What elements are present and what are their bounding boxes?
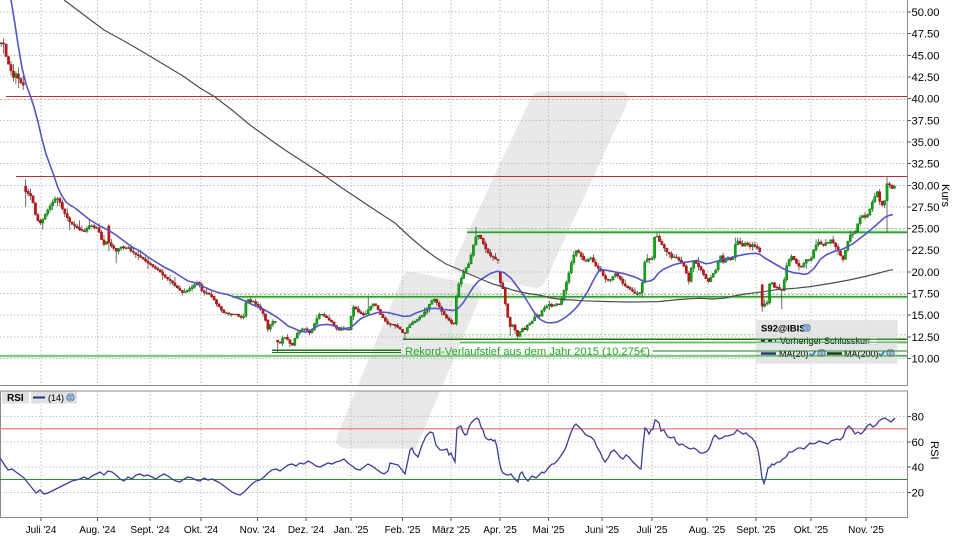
svg-text:20.00: 20.00	[912, 267, 940, 279]
svg-text:MA(200): MA(200)	[844, 349, 879, 359]
svg-text:Okt. '25: Okt. '25	[794, 525, 829, 536]
svg-text:Jan. '25: Jan. '25	[334, 525, 369, 536]
svg-text:Juni '25: Juni '25	[585, 525, 620, 536]
svg-text:42.50: 42.50	[912, 72, 940, 84]
svg-text:47.50: 47.50	[912, 29, 940, 41]
svg-text:Nov. '24: Nov. '24	[240, 525, 276, 536]
svg-text:Nov. '25: Nov. '25	[848, 525, 884, 536]
svg-text:15.00: 15.00	[912, 310, 940, 322]
svg-text:50.00: 50.00	[912, 7, 940, 19]
svg-text:Mai '25: Mai '25	[533, 525, 565, 536]
svg-text:(14): (14)	[48, 393, 64, 403]
svg-text:25.00: 25.00	[912, 224, 940, 236]
svg-text:Sept. '24: Sept. '24	[130, 525, 170, 536]
svg-text:Aug. '24: Aug. '24	[79, 525, 116, 536]
svg-text:30.00: 30.00	[912, 180, 940, 192]
svg-text:Vorheriger Schlusskurs: Vorheriger Schlusskurs	[780, 336, 873, 346]
svg-text:27.50: 27.50	[912, 202, 940, 214]
svg-text:Feb. '25: Feb. '25	[385, 525, 421, 536]
svg-text:Aug. '25: Aug. '25	[689, 525, 726, 536]
svg-text:20: 20	[912, 488, 924, 500]
svg-text:12.50: 12.50	[912, 332, 940, 344]
svg-text:RSI: RSI	[7, 393, 24, 404]
svg-text:40: 40	[912, 462, 924, 474]
svg-text:Juli '25: Juli '25	[637, 525, 668, 536]
svg-text:Okt. '24: Okt. '24	[184, 525, 219, 536]
svg-text:37.50: 37.50	[912, 115, 940, 127]
svg-text:Rekord-Verlaufstief aus dem Ja: Rekord-Verlaufstief aus dem Jahr 2015 (1…	[405, 346, 650, 358]
svg-text:Sept. '25: Sept. '25	[736, 525, 776, 536]
svg-text:Juli '24: Juli '24	[26, 525, 57, 536]
svg-text:60: 60	[912, 437, 924, 449]
svg-text:32.50: 32.50	[912, 159, 940, 171]
svg-text:RSI: RSI	[928, 441, 940, 460]
svg-text:80: 80	[912, 412, 924, 424]
svg-text:40.00: 40.00	[912, 94, 940, 106]
svg-text:Apr. '25: Apr. '25	[483, 525, 517, 536]
svg-text:22.50: 22.50	[912, 245, 940, 257]
svg-text:45.00: 45.00	[912, 50, 940, 62]
svg-text:10.00: 10.00	[912, 354, 940, 366]
svg-text:S92@IBIS: S92@IBIS	[761, 324, 806, 335]
svg-text:März '25: März '25	[432, 525, 470, 536]
svg-text:35.00: 35.00	[912, 137, 940, 149]
svg-text:Dez. '24: Dez. '24	[288, 525, 325, 536]
svg-text:17.50: 17.50	[912, 289, 940, 301]
svg-text:Kurs: Kurs	[939, 184, 951, 207]
svg-text:MA(20): MA(20)	[779, 349, 809, 359]
